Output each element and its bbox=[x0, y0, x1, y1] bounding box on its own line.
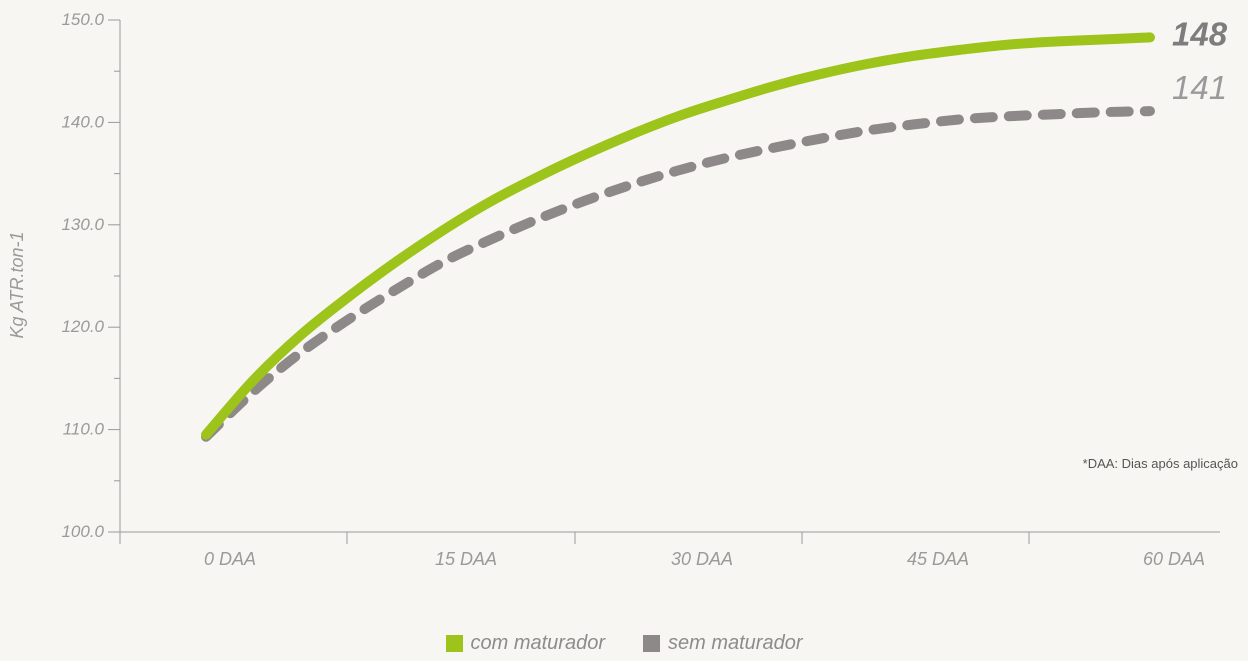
y-axis-label: Kg ATR.ton-1 bbox=[7, 231, 27, 338]
legend-swatch-gray bbox=[643, 635, 660, 652]
y-tick-label: 110.0 bbox=[63, 420, 105, 439]
y-tick-label: 130.0 bbox=[61, 215, 104, 234]
y-tick-label: 120.0 bbox=[61, 317, 104, 336]
y-tick-label: 150.0 bbox=[61, 10, 104, 29]
x-tick-label: 45 DAA bbox=[907, 549, 969, 569]
legend-swatch-green bbox=[445, 635, 463, 652]
y-tick-label: 100.0 bbox=[61, 522, 104, 541]
x-tick-label: 60 DAA bbox=[1143, 549, 1205, 569]
legend: com maturador sem maturador bbox=[0, 632, 1248, 655]
x-tick-label: 0 DAA bbox=[204, 549, 256, 569]
daa-footnote: *DAA: Dias após aplicação bbox=[1083, 456, 1238, 471]
series-end-label: 141 bbox=[1172, 69, 1227, 106]
x-tick-label: 30 DAA bbox=[671, 549, 733, 569]
series-end-label: 148 bbox=[1172, 15, 1228, 52]
axes: 100.0 110.0 120.0 130.0 140.0 150.0 0 DAA 15 DA… bbox=[61, 10, 1220, 569]
y-tick-label: 140.0 bbox=[61, 112, 104, 131]
series-lines bbox=[201, 32, 1155, 442]
legend-item-sem-maturador[interactable]: sem maturador bbox=[643, 632, 803, 655]
legend-label: com maturador bbox=[470, 632, 606, 654]
series-line-com-maturador bbox=[201, 32, 1155, 440]
x-tick-label: 15 DAA bbox=[435, 549, 497, 569]
legend-item-com-maturador[interactable]: com maturador bbox=[445, 632, 606, 655]
series-line-sem-maturador bbox=[201, 106, 1155, 442]
legend-label: sem maturador bbox=[668, 632, 803, 654]
